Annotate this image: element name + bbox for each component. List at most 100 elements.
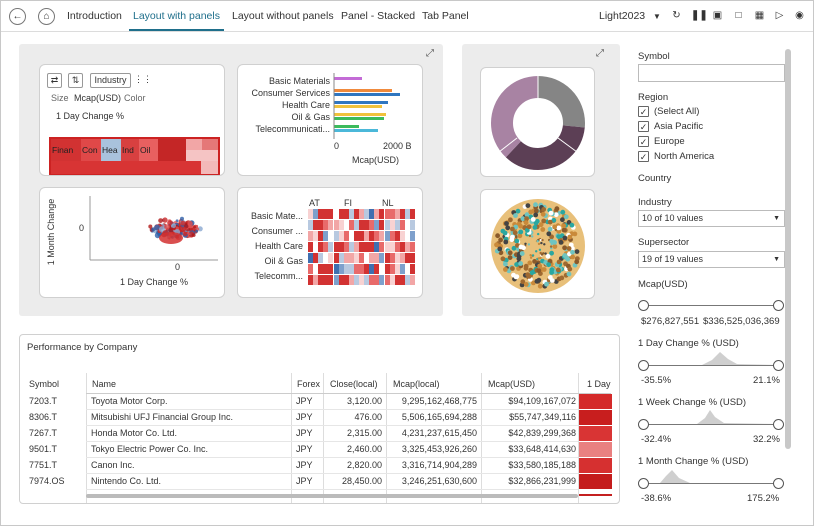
cluster-dot[interactable] [563,214,569,220]
heatmap-grid[interactable] [308,209,416,286]
treemap-cell[interactable]: Con [81,139,101,161]
cluster-dot[interactable] [561,223,566,228]
heatmap-cell[interactable] [410,231,415,241]
heatmap-cell[interactable] [359,231,364,241]
cluster-dot[interactable] [550,242,553,246]
cluster-dot[interactable] [523,265,529,271]
heatmap-cell[interactable] [343,242,349,252]
scatter-point[interactable] [180,220,186,226]
mcap-min-handle[interactable] [638,300,649,311]
cluster-dot[interactable] [518,223,523,229]
supersector-filter-select[interactable]: 19 of 19 values ▼ [638,251,785,268]
cluster-dot[interactable] [549,250,554,256]
heatmap-cell[interactable] [379,253,385,263]
cluster-dot[interactable] [514,262,519,267]
heatmap-cell[interactable] [399,231,405,241]
heatmap-cell[interactable] [313,231,319,241]
cluster-dot[interactable] [570,249,575,255]
cluster-dot[interactable] [528,234,532,238]
heatmap-cell[interactable] [313,220,319,230]
bar[interactable] [334,125,359,128]
cluster-dot[interactable] [566,271,572,277]
cluster-dot[interactable] [559,275,565,281]
heatmap-cell[interactable] [343,231,349,241]
heatmap-cell[interactable] [410,264,415,274]
scatter-point[interactable] [178,226,184,232]
cluster-dot[interactable] [530,217,536,222]
cluster-dot[interactable] [533,212,539,218]
heatmap-cell[interactable] [404,231,410,241]
cluster-dot[interactable] [494,242,499,248]
heatmap-cell[interactable] [308,242,313,252]
cluster-dot[interactable] [523,220,529,226]
heatmap-cell[interactable] [308,264,313,274]
cluster-dot[interactable] [507,255,513,260]
cluster-dot[interactable] [534,218,540,224]
cluster-dot[interactable] [537,232,540,236]
heatmap-cell[interactable] [384,220,390,230]
heatmap-cell[interactable] [384,242,390,252]
cluster-dot[interactable] [547,226,553,232]
scatter-point[interactable] [188,233,191,236]
heatmap-cell[interactable] [323,253,329,263]
heatmap-cell[interactable] [313,264,319,274]
heatmap-cell[interactable] [379,275,385,285]
heatmap-cell[interactable] [399,220,405,230]
heatmap-cell[interactable] [410,253,415,263]
bar[interactable] [334,89,392,92]
week-change-min-handle[interactable] [638,419,649,430]
cluster-dot[interactable] [547,219,553,225]
heatmap-cell[interactable] [369,242,375,252]
cluster-dot[interactable] [537,263,543,269]
heatmap-cell[interactable] [359,209,364,219]
heatmap-cell[interactable] [389,275,395,285]
cluster-dot[interactable] [510,266,515,271]
heatmap-cell[interactable] [343,275,349,285]
cluster-dot[interactable] [540,241,543,245]
heatmap-cell[interactable] [410,275,415,285]
heatmap-cell[interactable] [348,264,354,274]
cluster-dot[interactable] [567,266,573,272]
heatmap-cell[interactable] [359,220,364,230]
cluster-dot[interactable] [518,261,523,266]
heatmap-cell[interactable] [323,242,329,252]
cluster-dot[interactable] [538,222,544,228]
heatmap-cell[interactable] [364,275,370,285]
heatmap-cell[interactable] [379,242,385,252]
cluster-dot[interactable] [515,208,521,214]
bar[interactable] [334,117,384,120]
cluster-dot[interactable] [520,216,526,222]
scatter-point[interactable] [171,223,176,229]
scatter-point[interactable] [169,227,173,231]
cluster-dot[interactable] [498,250,504,256]
heatmap-cell[interactable] [404,209,410,219]
col-header-close[interactable]: Close(local) [330,379,378,389]
heatmap-cell[interactable] [359,242,364,252]
week-change-max-handle[interactable] [773,419,784,430]
heatmap-cell[interactable] [308,253,313,263]
cluster-dot[interactable] [532,225,538,230]
cluster-dot[interactable] [519,251,525,256]
heatmap-cell[interactable] [389,231,395,241]
cluster-dot[interactable] [532,259,537,264]
color-value[interactable]: 1 Day Change % [56,111,125,121]
cluster-dot[interactable] [524,242,527,245]
cluster-dot[interactable] [508,217,513,223]
treemap-cell[interactable]: Finan [51,139,81,161]
heatmap-cell[interactable] [318,264,324,274]
bookmark-icon[interactable]: ▷ [775,10,784,21]
heatmap-cell[interactable] [364,231,370,241]
heatmap-cell[interactable] [318,253,324,263]
cluster-dot[interactable] [546,231,552,237]
cluster-dot[interactable] [541,207,547,212]
cluster-dot[interactable] [507,250,513,256]
heatmap-cell[interactable] [328,231,334,241]
cluster-dot[interactable] [512,230,518,236]
heatmap-cell[interactable] [389,253,395,263]
cluster-dot[interactable] [516,256,522,262]
cluster-dot[interactable] [536,240,539,243]
heatmap-cell[interactable] [353,209,359,219]
cluster-dot[interactable] [503,261,508,267]
heatmap-cell[interactable] [318,231,324,241]
dot-cluster-chart[interactable] [481,190,595,299]
